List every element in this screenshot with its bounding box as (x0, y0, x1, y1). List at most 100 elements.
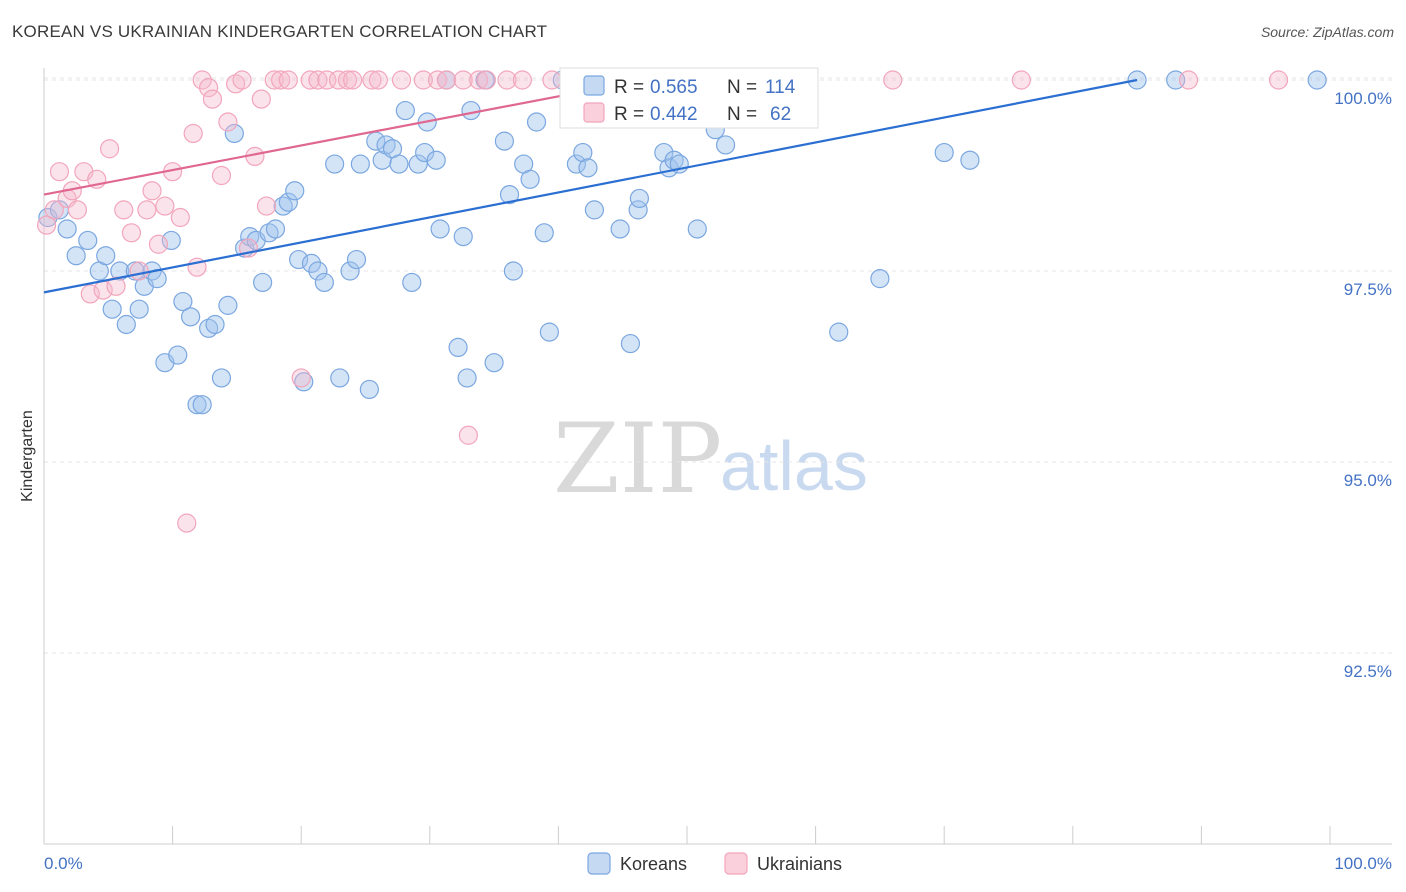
koreans-r-value: 0.565 (650, 77, 698, 98)
ukrainian-point (80, 284, 100, 304)
korean-point (308, 261, 328, 281)
korean-point (211, 368, 232, 388)
koreans-swatch (583, 75, 605, 96)
korean-point (484, 353, 504, 373)
ukrainian-point (129, 261, 149, 281)
korean-point (430, 219, 450, 239)
korean-point (346, 249, 367, 270)
ukrainian-point (218, 112, 238, 132)
korean-point (110, 261, 130, 281)
x-ticks (43, 826, 1331, 844)
korean-point (960, 150, 980, 170)
ukrainian-point (542, 70, 562, 90)
ukrainian-point (413, 70, 433, 90)
ukrainians-n-label: N = (727, 104, 757, 125)
korean-point (453, 227, 473, 247)
ukrainian-point (476, 70, 496, 90)
korean-point (289, 249, 309, 270)
korean-point (96, 246, 116, 266)
korean-point (168, 345, 188, 365)
ukrainian-point (183, 123, 203, 144)
korean-point (503, 261, 523, 281)
y-tick-labels: 100.0% 97.5% 95.0% 92.5% (1334, 89, 1392, 681)
korean-point (218, 295, 238, 315)
korean-point (173, 291, 193, 312)
korean-point (415, 142, 435, 163)
korean-point (402, 272, 422, 293)
ukrainian-point (469, 70, 489, 90)
korean-point (389, 154, 409, 174)
ukrainian-point (251, 89, 271, 109)
series-legend: Koreans Ukrainians (587, 852, 842, 875)
korean-point (66, 246, 86, 266)
korean-point (539, 322, 559, 342)
ukrainian-point (1011, 70, 1031, 90)
korean-point (181, 307, 201, 327)
ukrainian-point (49, 162, 70, 182)
koreans-n-label: N = (727, 77, 757, 98)
ukrainian-point (99, 139, 120, 159)
ukrainian-point (300, 70, 320, 90)
korean-point (325, 154, 345, 174)
koreans-r-label: R = (614, 77, 644, 98)
korean-point (457, 368, 477, 388)
ukrainians-r-label: R = (614, 104, 644, 125)
ukrainian-point (317, 70, 337, 90)
y-tick-label: 97.5% (1344, 280, 1392, 299)
korean-point (520, 169, 540, 189)
trend-lines (43, 78, 1138, 294)
source-attribution: Source: ZipAtlas.com (1260, 24, 1394, 40)
watermark-atlas: atlas (720, 427, 868, 505)
korean-point (426, 150, 446, 170)
korean-point (499, 185, 520, 205)
axes (43, 68, 1392, 845)
korean-point (350, 154, 370, 174)
y-tick-label: 92.5% (1344, 662, 1392, 681)
korean-point (330, 368, 350, 388)
ukrainian-point (453, 70, 473, 90)
korean-point (629, 188, 650, 209)
korean-point (526, 112, 547, 132)
korean-point (314, 272, 334, 293)
ukrainian-point (67, 200, 88, 220)
ukrainian-point (199, 78, 219, 98)
korean-point (408, 154, 428, 174)
y-axis-title: Kindergarten (19, 410, 36, 502)
ukrainian-point (436, 70, 457, 90)
ukrainian-point (362, 70, 382, 90)
korean-point (224, 123, 244, 144)
ukrainian-point (264, 70, 284, 90)
y-tick-label: 95.0% (1344, 471, 1392, 490)
korean-point (870, 269, 890, 289)
korean-point (78, 230, 98, 251)
ukrainian-point (1178, 70, 1199, 90)
ukrainian-point (202, 89, 223, 109)
ukrainian-point (44, 200, 64, 220)
korean-point (285, 181, 305, 201)
korean-point (715, 135, 736, 155)
ukrainian-point (458, 425, 478, 445)
korean-point (116, 314, 136, 335)
ukrainian-point (883, 70, 903, 90)
ukrainian-point (155, 196, 175, 216)
korean-point (610, 219, 630, 239)
chart-title: KOREAN VS UKRAINIAN KINDERGARTEN CORRELA… (12, 22, 548, 41)
x-tick-label-min: 0.0% (44, 854, 83, 873)
ukrainian-point (271, 70, 291, 90)
ukrainian-point (148, 234, 169, 254)
korean-point (301, 253, 322, 273)
korean-point (161, 230, 181, 251)
legend-koreans-label: Koreans (620, 854, 687, 874)
korean-point (265, 219, 286, 239)
series-ukrainians (36, 70, 1289, 533)
ukrainian-point (114, 200, 134, 220)
ukrainian-point (368, 70, 388, 90)
korean-point (448, 337, 468, 357)
korean-point (278, 192, 298, 212)
korean-point (187, 395, 207, 415)
ukrainian-point (337, 70, 358, 90)
ukrainians-n-value: 62 (770, 104, 791, 125)
ukrainian-point (36, 215, 57, 235)
legend-ukrainians-swatch (724, 852, 748, 875)
trend-line-ukrainians (43, 90, 585, 196)
